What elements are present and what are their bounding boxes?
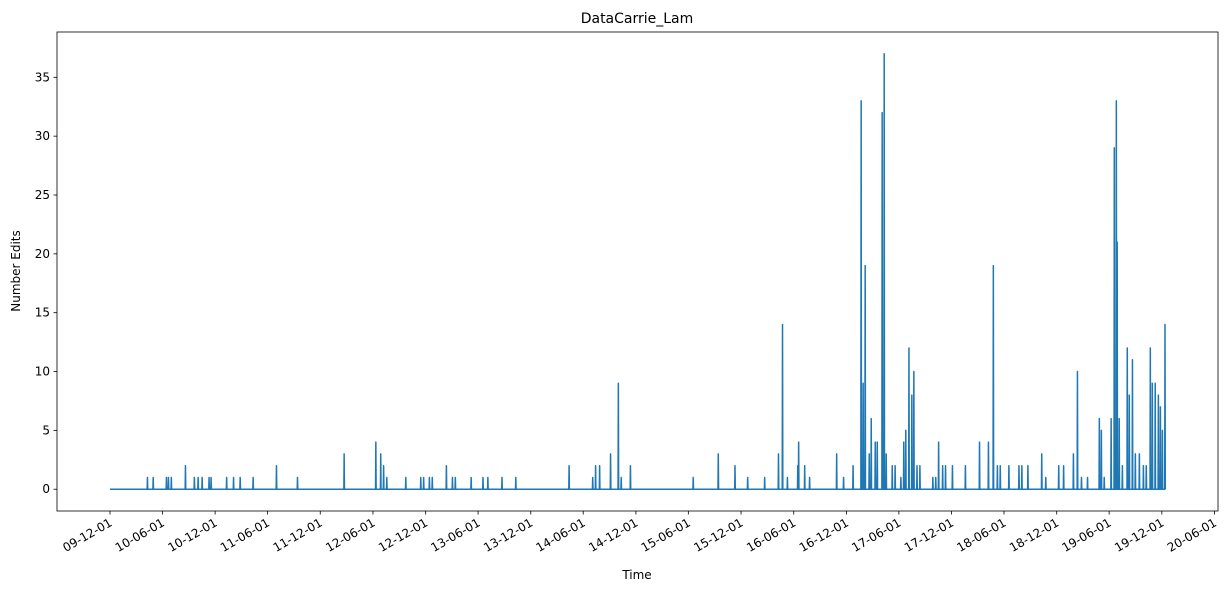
- y-tick-label: 30: [35, 129, 50, 143]
- x-axis-label: Time: [621, 568, 651, 582]
- y-tick-label: 10: [35, 365, 50, 379]
- y-tick-label: 35: [35, 70, 50, 84]
- y-tick-label: 25: [35, 188, 50, 202]
- y-tick-label: 15: [35, 306, 50, 320]
- y-tick-label: 20: [35, 247, 50, 261]
- y-axis-label: Number Edits: [9, 230, 23, 312]
- y-tick-label: 5: [42, 423, 50, 437]
- y-tick-label: 0: [42, 482, 50, 496]
- plot-frame: [56, 31, 1219, 512]
- line: [110, 53, 1167, 490]
- chart-title: DataCarrie_Lam: [581, 11, 694, 27]
